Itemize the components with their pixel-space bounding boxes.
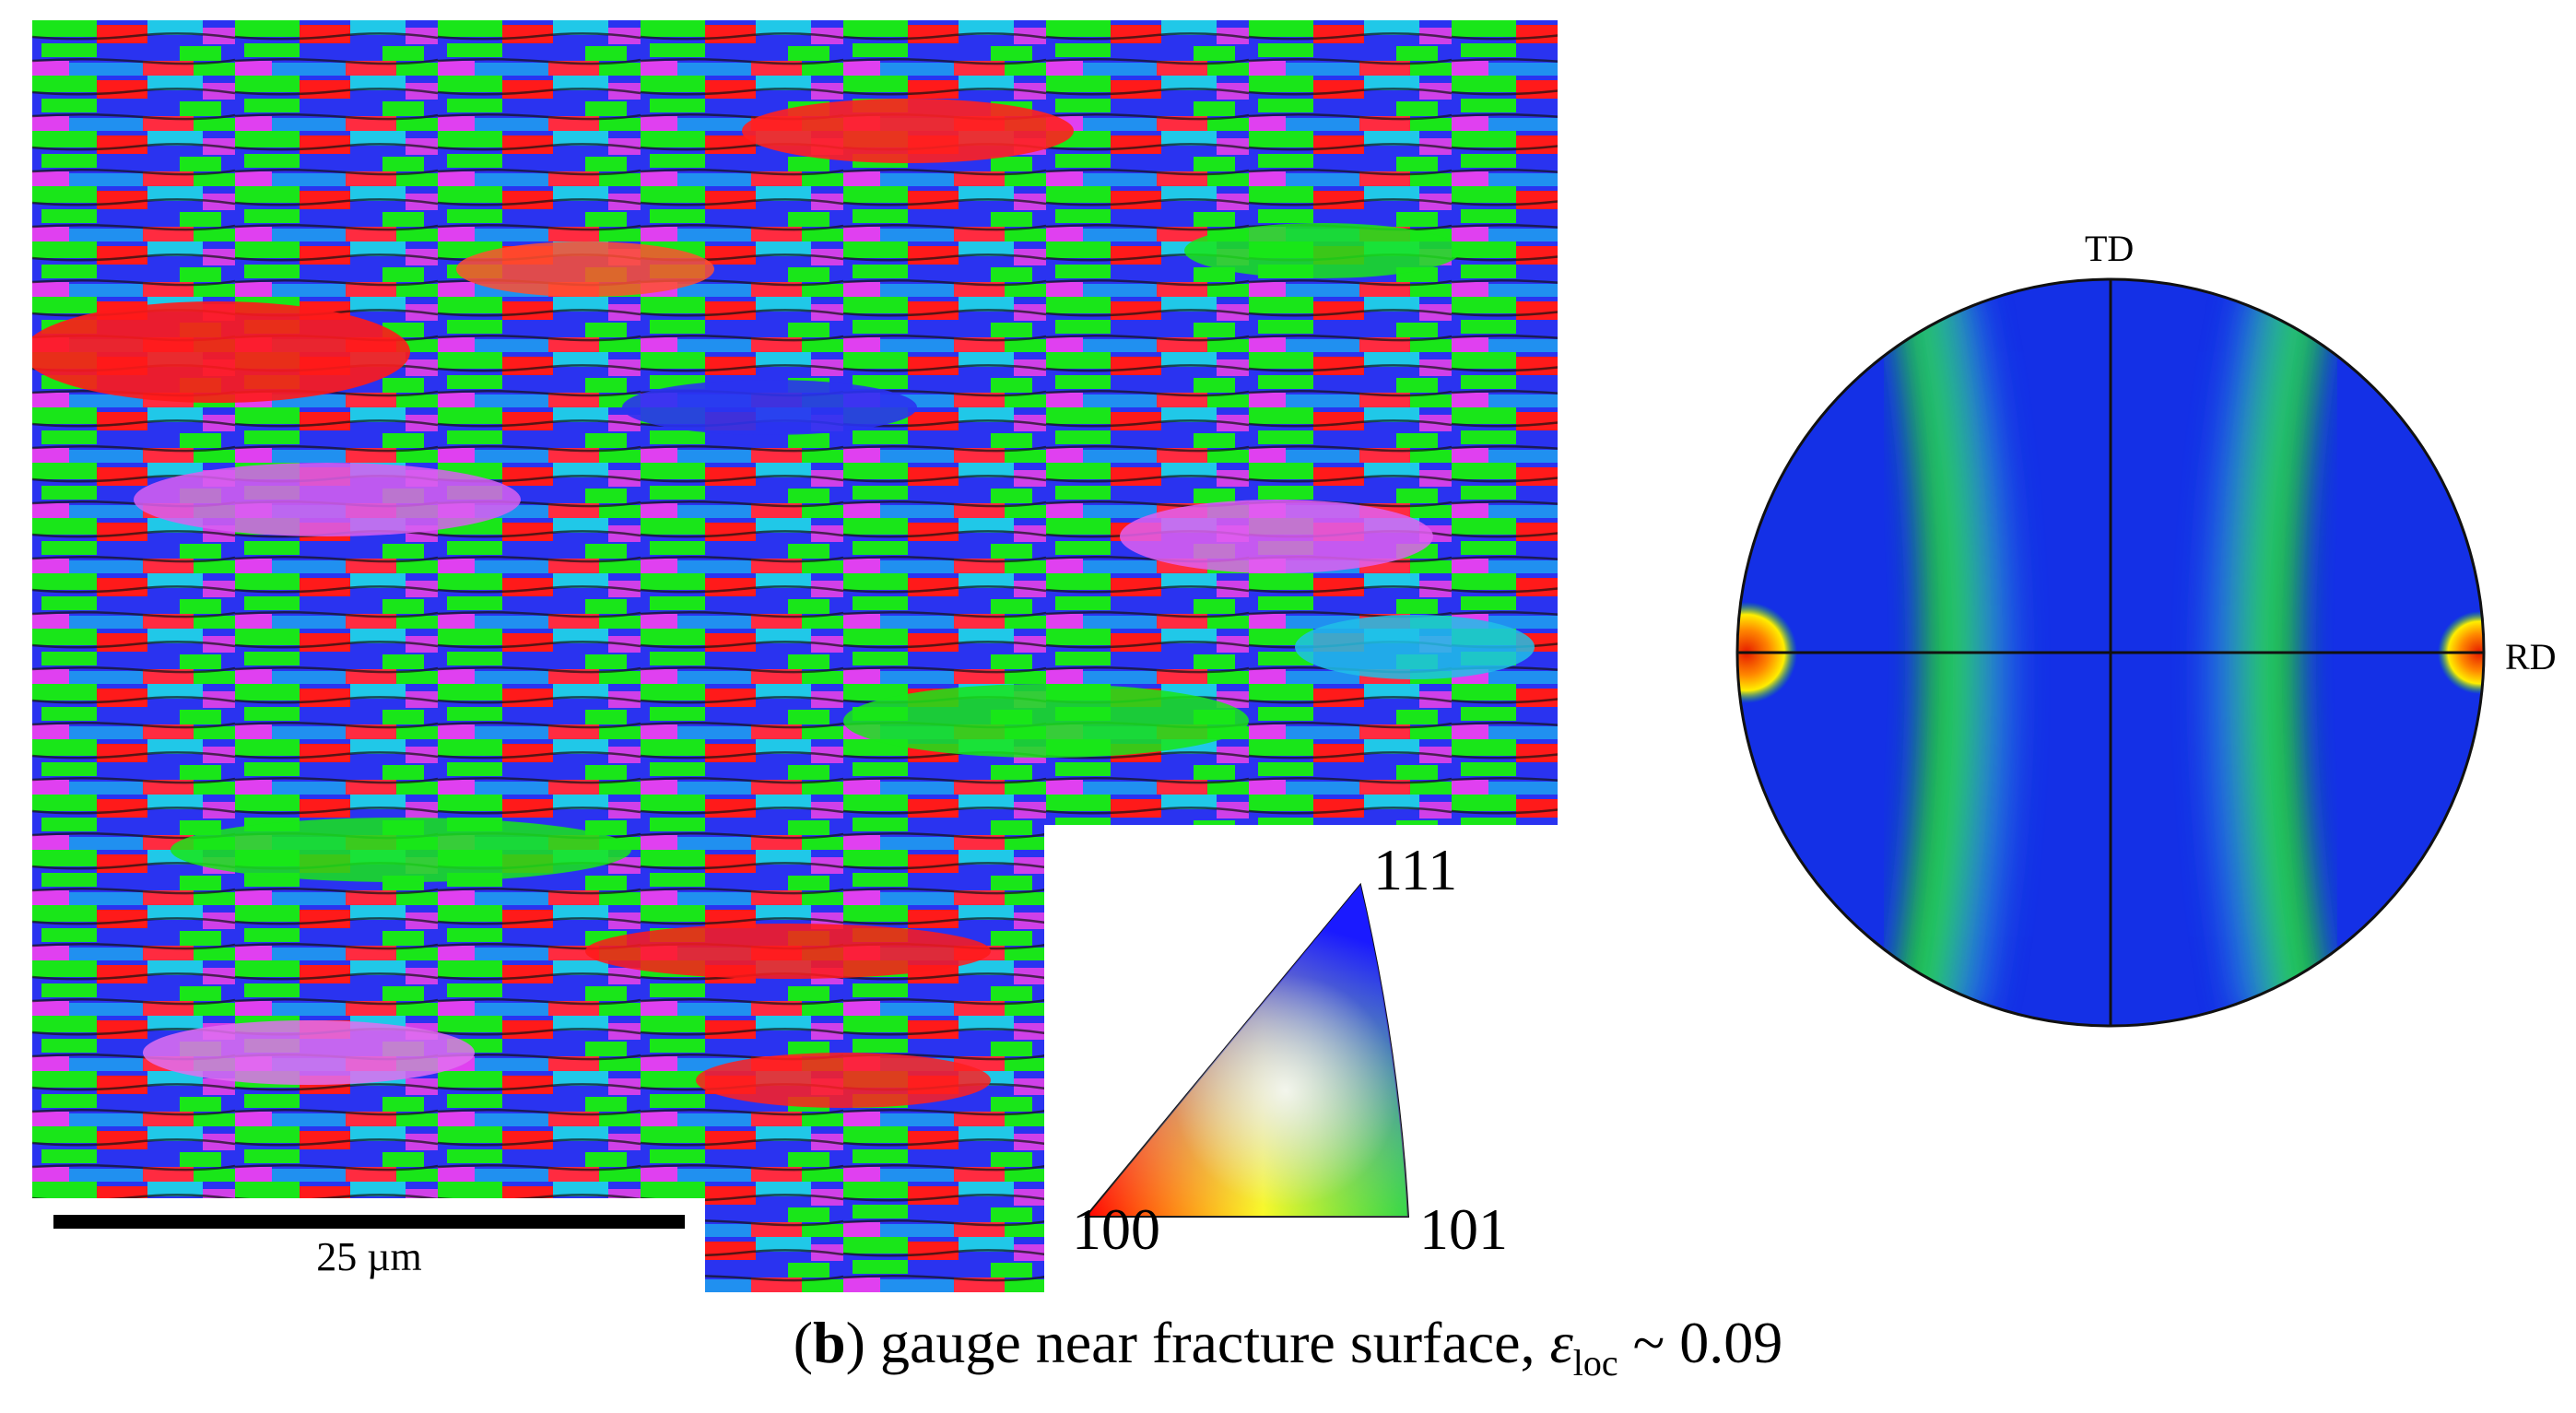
caption-text: ) gauge near fracture surface, bbox=[845, 1310, 1550, 1375]
ipf-label-111: 111 bbox=[1373, 837, 1458, 902]
scale-bar-panel bbox=[32, 1198, 705, 1292]
scale-bar bbox=[53, 1215, 685, 1229]
ipf-color-key-triangle bbox=[1083, 882, 1410, 1218]
figure-caption: (b) gauge near fracture surface, εloc ~ … bbox=[793, 1310, 1783, 1384]
ipf-label-100: 100 bbox=[1072, 1196, 1160, 1262]
pole-figure bbox=[1735, 277, 2486, 1028]
caption-strain-value: ~ 0.09 bbox=[1617, 1310, 1783, 1375]
pole-figure-rd-label: RD bbox=[2505, 636, 2557, 677]
caption-strain-symbol: ε bbox=[1549, 1310, 1573, 1375]
caption-strain-subscript: loc bbox=[1572, 1341, 1618, 1384]
ebsd-orientation-map bbox=[32, 20, 1558, 1292]
ipf-label-101: 101 bbox=[1419, 1196, 1508, 1262]
scale-bar-label: 25 µm bbox=[316, 1234, 422, 1279]
caption-panel-letter: b bbox=[813, 1310, 846, 1375]
pole-figure-td-label: TD bbox=[2085, 228, 2135, 269]
